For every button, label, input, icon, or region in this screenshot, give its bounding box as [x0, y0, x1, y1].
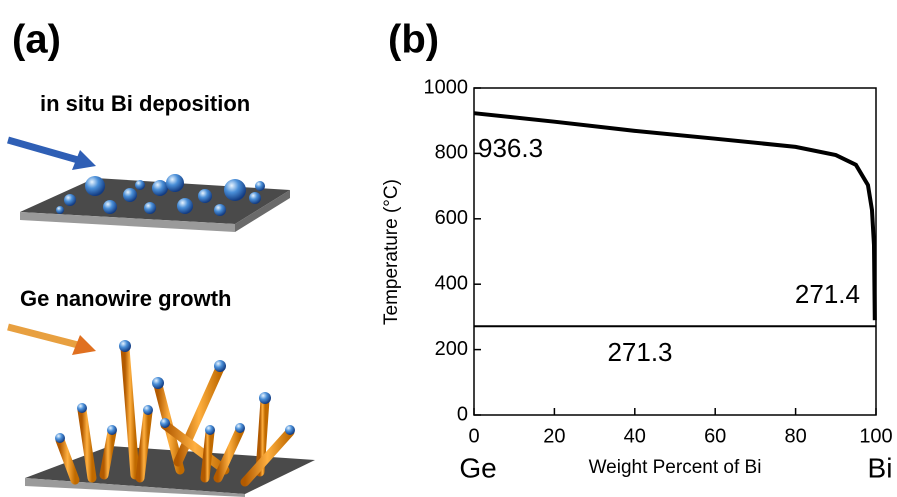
y-tick-label: 600	[435, 207, 468, 229]
step-label: Ge nanowire growth	[20, 286, 231, 311]
annotation: 271.4	[795, 279, 860, 309]
y-tick-label: 0	[457, 403, 468, 425]
x-tick-label: 20	[543, 425, 565, 447]
panel-b: (b) Temperature (°C) Weight Percent of B…	[381, 18, 893, 484]
annotation: 936.3	[478, 133, 543, 163]
panel-label: (a)	[12, 18, 61, 62]
panel-label: (b)	[388, 18, 439, 62]
flux-arrow	[8, 140, 96, 170]
y-tick-label: 200	[435, 338, 468, 360]
panel-a: (a) in situ Bi deposition Ge nanowire gr…	[8, 18, 315, 497]
x-tick-label: 100	[859, 425, 892, 447]
flux-arrow	[8, 327, 96, 355]
x-end-label: Bi	[868, 452, 893, 483]
x-tick-label: 80	[784, 425, 806, 447]
x-axis-label: Weight Percent of Bi	[589, 457, 762, 478]
figure: (a) in situ Bi deposition Ge nanowire gr…	[0, 0, 897, 497]
y-tick-label: 1000	[424, 76, 469, 98]
annotation: 271.3	[607, 337, 672, 367]
x-end-label: Ge	[459, 452, 496, 483]
x-tick-label: 40	[624, 425, 646, 447]
x-tick-label: 0	[468, 425, 479, 447]
x-tick-label: 60	[704, 425, 726, 447]
y-tick-label: 400	[435, 272, 468, 294]
y-tick-label: 800	[435, 142, 468, 164]
step-label: in situ Bi deposition	[40, 91, 250, 116]
y-axis-label: Temperature (°C)	[381, 179, 402, 325]
